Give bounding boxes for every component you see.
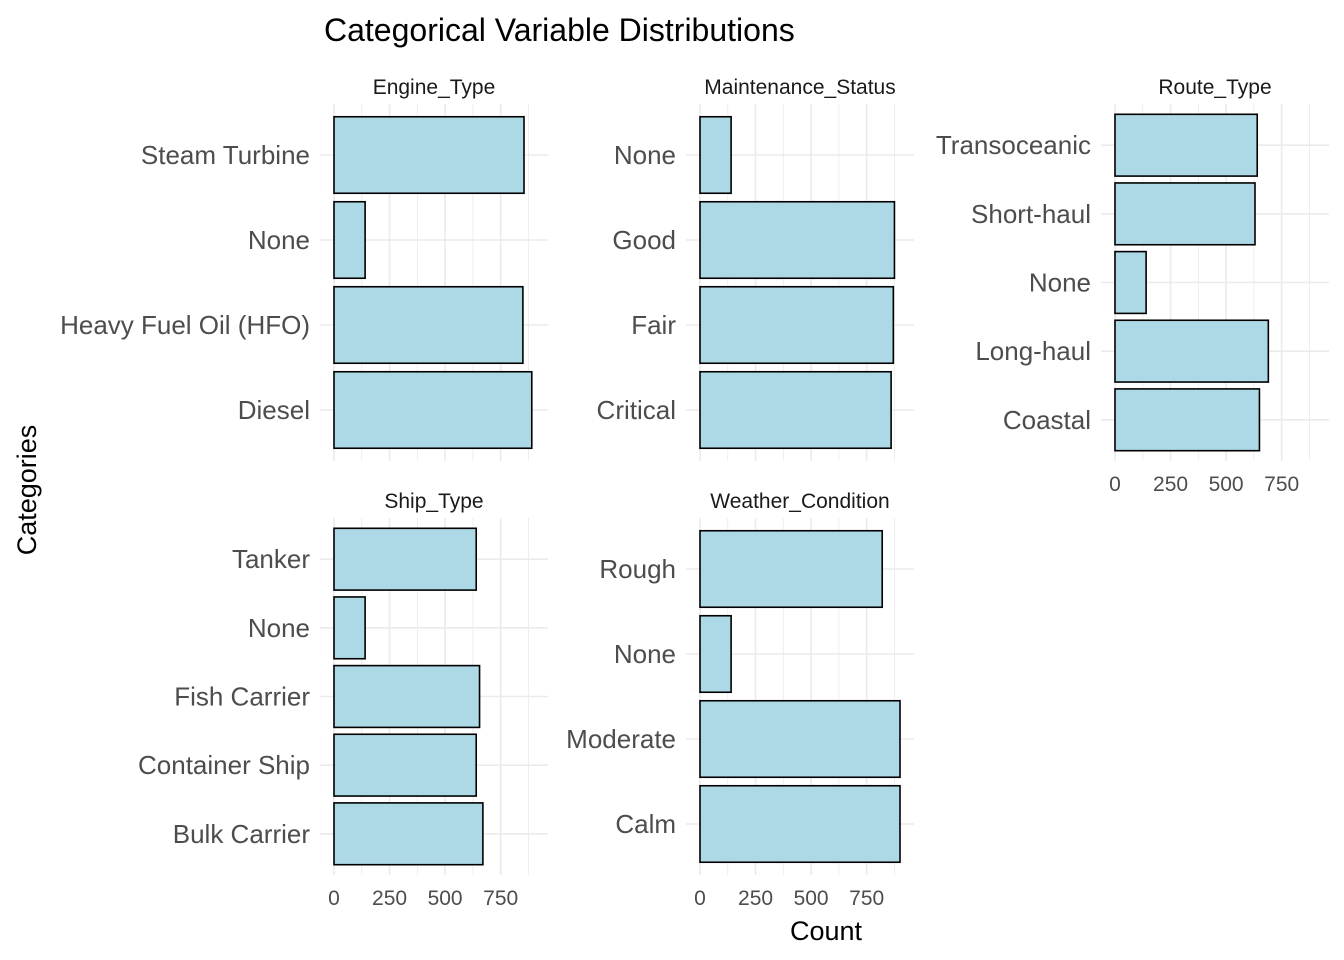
bar-heavy-fuel-oil-hfo- <box>333 285 524 365</box>
x-tick-label: 500 <box>794 887 829 910</box>
facet-panel-ship-type: Ship_Type Bulk Carrier Container Ship Fish … <box>138 490 548 910</box>
bar-steam-turbine <box>333 115 525 195</box>
category-label: Fish Carrier <box>174 682 310 712</box>
bar-fair <box>699 285 895 365</box>
bar-none <box>333 200 366 280</box>
category-label: Coastal <box>1003 405 1091 435</box>
bar-calm <box>699 784 901 864</box>
facet-panel-weather-condition: Weather_Condition Calm Moderate None Rough 0 2… <box>566 490 914 910</box>
category-label: Fair <box>631 310 676 340</box>
x-tick-label: 0 <box>694 887 706 910</box>
bar-fish-carrier <box>333 664 481 729</box>
x-axis-title: Count <box>790 916 863 946</box>
chart-title: Categorical Variable Distributions <box>324 12 795 48</box>
category-label: Good <box>612 225 676 255</box>
category-label: Calm <box>615 809 676 839</box>
bar-bulk-carrier <box>333 802 484 866</box>
bar-none <box>1114 250 1147 315</box>
bar-coastal <box>1114 388 1261 452</box>
panel-title: Ship_Type <box>384 490 483 513</box>
y-axis-title: Categories <box>12 425 42 556</box>
panel-title: Maintenance_Status <box>704 76 895 99</box>
bar-transoceanic <box>1114 113 1259 177</box>
bar-none <box>699 115 732 195</box>
bar-good <box>699 200 896 280</box>
panel-title: Route_Type <box>1158 76 1271 99</box>
category-label: Heavy Fuel Oil (HFO) <box>60 310 310 340</box>
category-label: Steam Turbine <box>141 140 310 170</box>
x-tick-label: 500 <box>428 887 463 910</box>
panel-title: Engine_Type <box>373 76 496 99</box>
bar-none <box>699 614 732 694</box>
category-label: Bulk Carrier <box>173 819 311 849</box>
x-tick-label: 750 <box>483 887 518 910</box>
category-label: Transoceanic <box>936 130 1091 160</box>
category-label: None <box>248 613 310 643</box>
category-label: Short-haul <box>971 199 1091 229</box>
category-label: None <box>614 639 676 669</box>
x-tick-label: 0 <box>1109 473 1121 496</box>
category-label: Critical <box>597 395 676 425</box>
category-label: Long-haul <box>975 336 1091 366</box>
facet-panel-engine-type: Engine_Type Diesel Heavy Fuel Oil (HFO) Non… <box>60 76 548 461</box>
panel-title: Weather_Condition <box>710 490 889 513</box>
x-tick-label: 250 <box>1153 473 1188 496</box>
category-label: None <box>1029 268 1091 298</box>
category-label: Moderate <box>566 724 676 754</box>
x-tick-label: 750 <box>1264 473 1299 496</box>
bar-moderate <box>699 699 901 779</box>
category-label: Container Ship <box>138 750 310 780</box>
bar-long-haul <box>1114 319 1270 383</box>
category-label: Diesel <box>238 395 310 425</box>
facet-panels: Engine_Type Diesel Heavy Fuel Oil (HFO) Non… <box>60 76 1329 910</box>
bar-short-haul <box>1114 182 1256 246</box>
category-label: Rough <box>599 554 676 584</box>
bar-diesel <box>333 370 533 450</box>
bar-critical <box>699 370 892 450</box>
category-label: None <box>248 225 310 255</box>
x-tick-label: 500 <box>1209 473 1244 496</box>
category-label: Tanker <box>232 544 310 574</box>
bar-container-ship <box>333 733 478 797</box>
x-tick-label: 750 <box>849 887 884 910</box>
bar-tanker <box>333 527 478 591</box>
facet-panel-maintenance-status: Maintenance_Status Critical Fair Good None <box>597 76 914 461</box>
facet-panel-route-type: Route_Type Coastal Long-haul None Short-haul… <box>936 76 1329 496</box>
x-tick-label: 0 <box>328 887 340 910</box>
x-tick-label: 250 <box>372 887 407 910</box>
category-label: None <box>614 140 676 170</box>
bar-rough <box>699 529 884 609</box>
bar-none <box>333 596 366 660</box>
x-tick-label: 250 <box>738 887 773 910</box>
